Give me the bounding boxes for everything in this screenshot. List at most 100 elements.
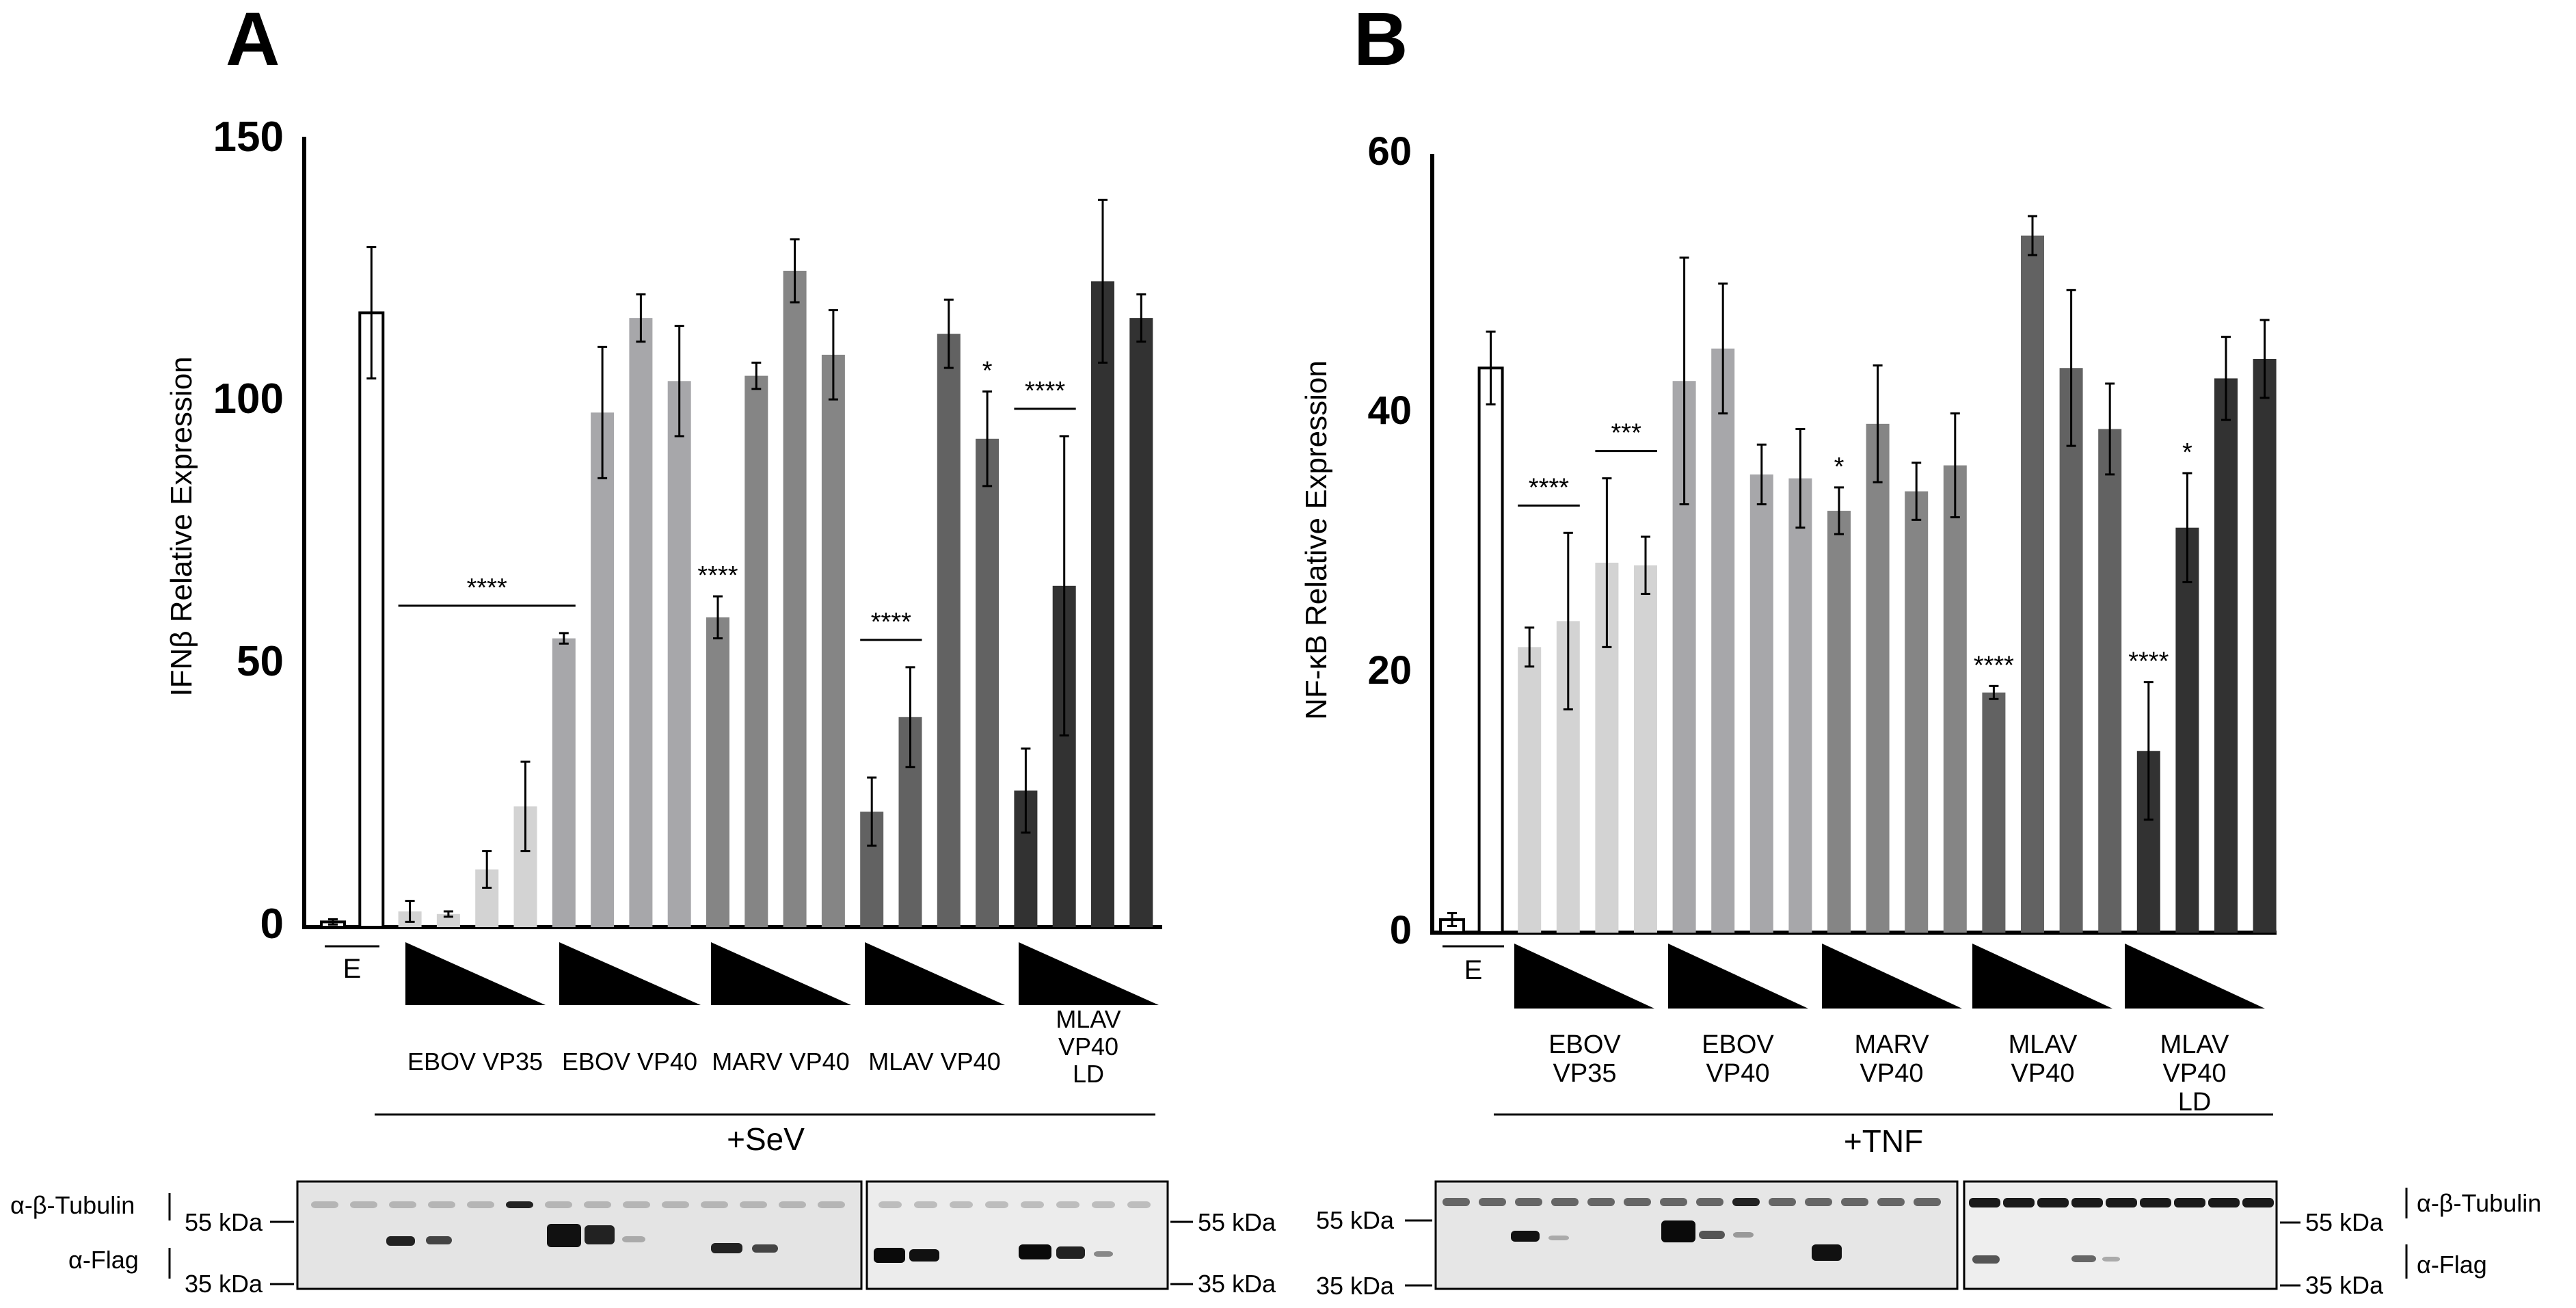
blot-a-band (662, 1201, 689, 1208)
panel-a-dose-triangle-1 (405, 942, 546, 1005)
panel-b-error-bar (1911, 462, 1922, 521)
blot-b-band (1551, 1198, 1579, 1206)
panel-b-error-bar (2143, 681, 2154, 821)
blot-b-band (1479, 1198, 1506, 1206)
panel-b-error-bar (1718, 282, 1728, 415)
panel-a-error-bar (982, 390, 993, 488)
blot-b-band (1443, 1198, 1470, 1206)
panel-b-group-label-2: EBOV VP40 (1702, 1030, 1774, 1088)
panel-b-stimulus-label: +TNF (1844, 1123, 1923, 1159)
panel-a-significance-label: **** (697, 561, 738, 590)
panel-a-letter: A (226, 0, 280, 81)
blot-b-band (1587, 1198, 1615, 1206)
panel-b-ylabel: NF-κB Relative Expression (1300, 360, 1333, 720)
panel-a-error-bar (790, 238, 800, 304)
blot-a-band (1056, 1246, 1085, 1259)
panel-b-ytick-40: 40 (1367, 388, 1412, 433)
blot-a (296, 1180, 1169, 1290)
blot-b-flag-label: α-Flag (2417, 1251, 2487, 1279)
panel-a-ytick-0: 0 (260, 900, 284, 948)
panel-b-dose-triangle-2 (1668, 944, 1808, 1009)
panel-a-error-bar (598, 345, 608, 479)
blot-b-band (1548, 1236, 1569, 1240)
blot-b-band (2174, 1198, 2205, 1207)
panel-a-error-bar (328, 918, 338, 926)
panel-a-error-bar (943, 298, 954, 369)
panel-b-letter: B (1354, 0, 1408, 81)
panel-b-bar (1518, 647, 1542, 933)
panel-a-group-label-3: MARV VP40 (712, 1047, 849, 1076)
blot-a-flag-label: α-Flag (68, 1246, 139, 1274)
blot-b-band (2102, 1257, 2120, 1262)
panel-a-error-bar (1098, 198, 1108, 364)
blot-a-band (1056, 1201, 1079, 1208)
blot-b-band (2003, 1198, 2035, 1207)
panel-b-error-bar (2259, 319, 2270, 399)
panel-a-stimulus-label: +SeV (727, 1121, 805, 1157)
blot-b-band (2037, 1198, 2069, 1207)
panel-a-error-bar (559, 632, 569, 645)
blot-a-band (584, 1201, 611, 1208)
panel-b-error-bar (1950, 412, 1960, 519)
blot-a-band (467, 1201, 494, 1208)
panel-a-bar (937, 334, 961, 927)
panel-b-bar (1982, 692, 2006, 933)
panel-a-group-label-5: MLAV VP40 LD (1056, 1005, 1121, 1088)
panel-a-error-bar (1136, 293, 1146, 343)
panel-a-error-bar (520, 760, 531, 853)
blot-a-band (878, 1201, 902, 1208)
panel-a-dose-triangle-3 (711, 942, 851, 1005)
panel-a-empty-label: E (343, 954, 362, 984)
blot-b-band (2071, 1255, 2096, 1262)
panel-b-bar (1711, 348, 1735, 933)
panel-a-error-bar (636, 293, 646, 343)
panel-b-error-bar (1641, 535, 1650, 596)
blot-a-right-35kda: 35 kDa (1198, 1270, 1276, 1298)
panel-a-error-bar (482, 850, 492, 889)
panel-a-dose-triangle-2 (559, 942, 701, 1005)
panel-a-bar (358, 311, 385, 929)
panel-b-bar (2214, 378, 2238, 933)
blot-a-band (622, 1236, 645, 1242)
panel-b-error-bar (1834, 486, 1844, 535)
blot-a-tubulin-label: α-β-Tubulin (10, 1191, 135, 1219)
panel-b-dose-triangle-3 (1822, 944, 1962, 1009)
panel-a-error-bar (867, 776, 877, 847)
panel-b-error-bar (1447, 912, 1457, 928)
panel-b-bar (1827, 511, 1851, 933)
panel-b-bar (1477, 366, 1504, 934)
panel-b-bar (1634, 565, 1657, 933)
panel-b-error-bar (1679, 256, 1689, 506)
panel-b-ytick-0: 0 (1390, 908, 1412, 952)
panel-a-ytick-100: 100 (213, 375, 284, 423)
blot-b-bands (1443, 1198, 2274, 1264)
blot-b-right-35kda: 35 kDa (2305, 1271, 2384, 1299)
panel-b-group-label-4: MLAV VP40 (2009, 1030, 2078, 1088)
panel-a-error-bar (828, 309, 838, 401)
panel-b-dose-triangle-1 (1514, 944, 1654, 1009)
panel-b-dose-triangle-4 (1972, 944, 2112, 1009)
blot-b-band (1515, 1198, 1542, 1206)
panel-b-error-bar (2182, 472, 2192, 583)
panel-b-error-bar (1525, 626, 1535, 668)
panel-a-error-bar (1059, 435, 1069, 737)
blot-b-band (2140, 1198, 2171, 1207)
panel-b-error-bar (1602, 477, 1612, 648)
panel-b-ytick-20: 20 (1367, 648, 1412, 693)
blot-a-left-55kda: 55 kDa (185, 1208, 263, 1236)
panel-b-ytick-60: 60 (1367, 129, 1412, 174)
blot-b-band (1812, 1244, 1842, 1261)
blot-b-band (1733, 1232, 1754, 1238)
panel-a-bar (629, 318, 653, 927)
blot-a-band (701, 1201, 728, 1208)
blot-b-band (1972, 1255, 2000, 1264)
panel-a-ytick-50: 50 (237, 638, 284, 685)
panel-b-group-label-1: EBOV VP35 (1548, 1030, 1621, 1088)
blot-a-band (1021, 1201, 1044, 1208)
blot-b-band (2242, 1198, 2274, 1207)
blot-a-right-55kda: 55 kDa (1198, 1208, 1276, 1236)
panel-b-dose-triangle-5 (2125, 944, 2265, 1009)
panel-a-bar (976, 438, 999, 927)
blot-b-left-55kda: 55 kDa (1316, 1206, 1395, 1234)
panel-a-error-bar (443, 910, 453, 918)
